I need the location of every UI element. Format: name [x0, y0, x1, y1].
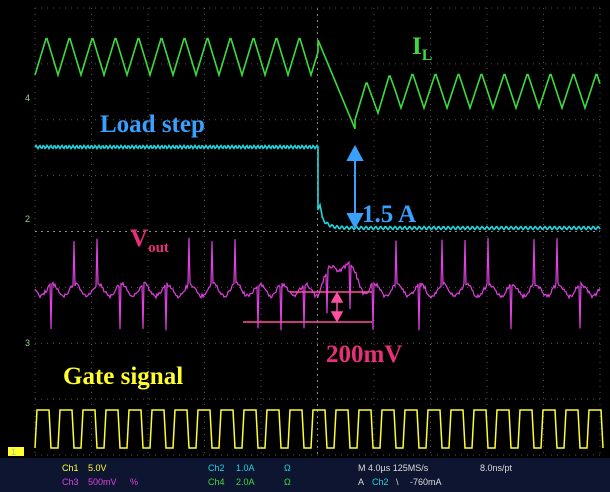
- ch1-name: Ch1: [62, 463, 79, 473]
- il-sub: L: [422, 47, 433, 64]
- ch3-name: Ch3: [62, 477, 79, 487]
- vout-main: V: [130, 225, 148, 252]
- trigger-mode: A: [358, 477, 364, 487]
- ch3-coupling: %: [130, 477, 138, 487]
- ch3-scale: 500mV: [88, 477, 117, 487]
- ch2-coupling: Ω: [284, 463, 291, 473]
- ch4-marker: 4: [25, 93, 30, 103]
- background: [0, 0, 610, 492]
- ch4-name: Ch4: [208, 477, 225, 487]
- timebase: M 4.0µs 125MS/s: [358, 463, 429, 473]
- vout-sub: out: [148, 240, 169, 256]
- ch3-marker: 3: [25, 338, 30, 348]
- ch2-name: Ch2: [208, 463, 225, 473]
- trigger-level: -760mA: [410, 477, 442, 487]
- trigger-source: Ch2: [372, 477, 389, 487]
- ch2-marker: 2: [25, 214, 30, 224]
- load-step-label: Load step: [100, 111, 205, 138]
- gate-label: Gate signal: [63, 363, 183, 390]
- ch1-marker: 1: [11, 447, 16, 457]
- ch2-scale: 1.0A: [236, 463, 255, 473]
- ch1-scale: 5.0V: [88, 463, 107, 473]
- ch4-coupling: Ω: [284, 477, 291, 487]
- sample-interval: 8.0ns/pt: [480, 463, 513, 473]
- current-step-label: 1.5 A: [362, 201, 416, 228]
- ripple-label: 200mV: [326, 341, 402, 368]
- il-main: I: [412, 33, 422, 60]
- ch4-scale: 2.0A: [236, 477, 255, 487]
- scope-screen: IL Load step 1.5 A Vout 200mV Gate signa…: [0, 0, 610, 492]
